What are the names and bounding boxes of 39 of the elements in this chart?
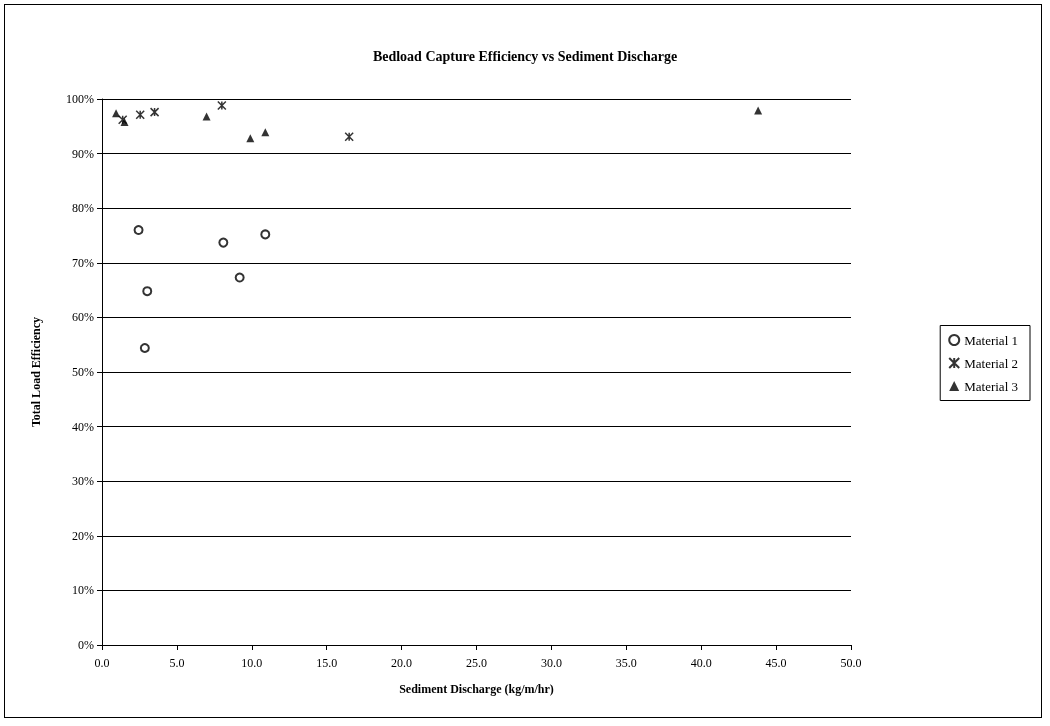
x-tick-label: 50.0 [840, 656, 862, 670]
point [133, 225, 144, 236]
legend-label: Material 2 [964, 355, 1019, 371]
y-tick-label: 50% [72, 365, 94, 379]
point [142, 286, 153, 297]
x-tick-label: 35.0 [615, 656, 637, 670]
point [112, 109, 121, 118]
x-tick-label: 10.0 [241, 656, 263, 670]
x-tick-label: 20.0 [391, 656, 413, 670]
chart-title: Bedload Capture Efficiency vs Sediment Discharge [372, 48, 678, 64]
y-tick-label: 80% [72, 201, 94, 216]
x-tick-label: 40.0 [690, 656, 712, 670]
point [217, 100, 227, 111]
point [218, 237, 229, 248]
y-tick-label: 40% [72, 419, 94, 434]
y-axis-title: Total Load Efficiency [29, 316, 43, 428]
point [149, 107, 160, 117]
y-tick-label: 20% [72, 528, 94, 543]
point [344, 131, 354, 142]
y-tick-label: 0% [78, 638, 94, 652]
x-tick-label: 0.0 [94, 656, 110, 670]
y-tick-label: 100% [66, 92, 94, 106]
y-tick-label: 10% [72, 583, 94, 598]
x-axis-title: Sediment Discharge (kg/m/hr) [399, 682, 554, 696]
y-tick-label: 70% [72, 255, 94, 270]
y-tick-label: 90% [72, 146, 94, 161]
legend-label: Material 3 [964, 378, 1019, 394]
x-tick-label: 15.0 [316, 656, 338, 670]
x-tick-label: 30.0 [540, 656, 562, 670]
point [139, 342, 150, 353]
x-tick-label: 45.0 [765, 656, 787, 670]
y-tick-label: 60% [72, 310, 94, 325]
point [260, 229, 271, 240]
legend-label: Material 1 [964, 332, 1019, 348]
y-tick-label: 30% [72, 474, 94, 489]
x-tick-label: 5.0 [169, 656, 185, 670]
point [234, 272, 245, 283]
x-tick-label: 25.0 [466, 656, 487, 670]
point [135, 110, 145, 120]
